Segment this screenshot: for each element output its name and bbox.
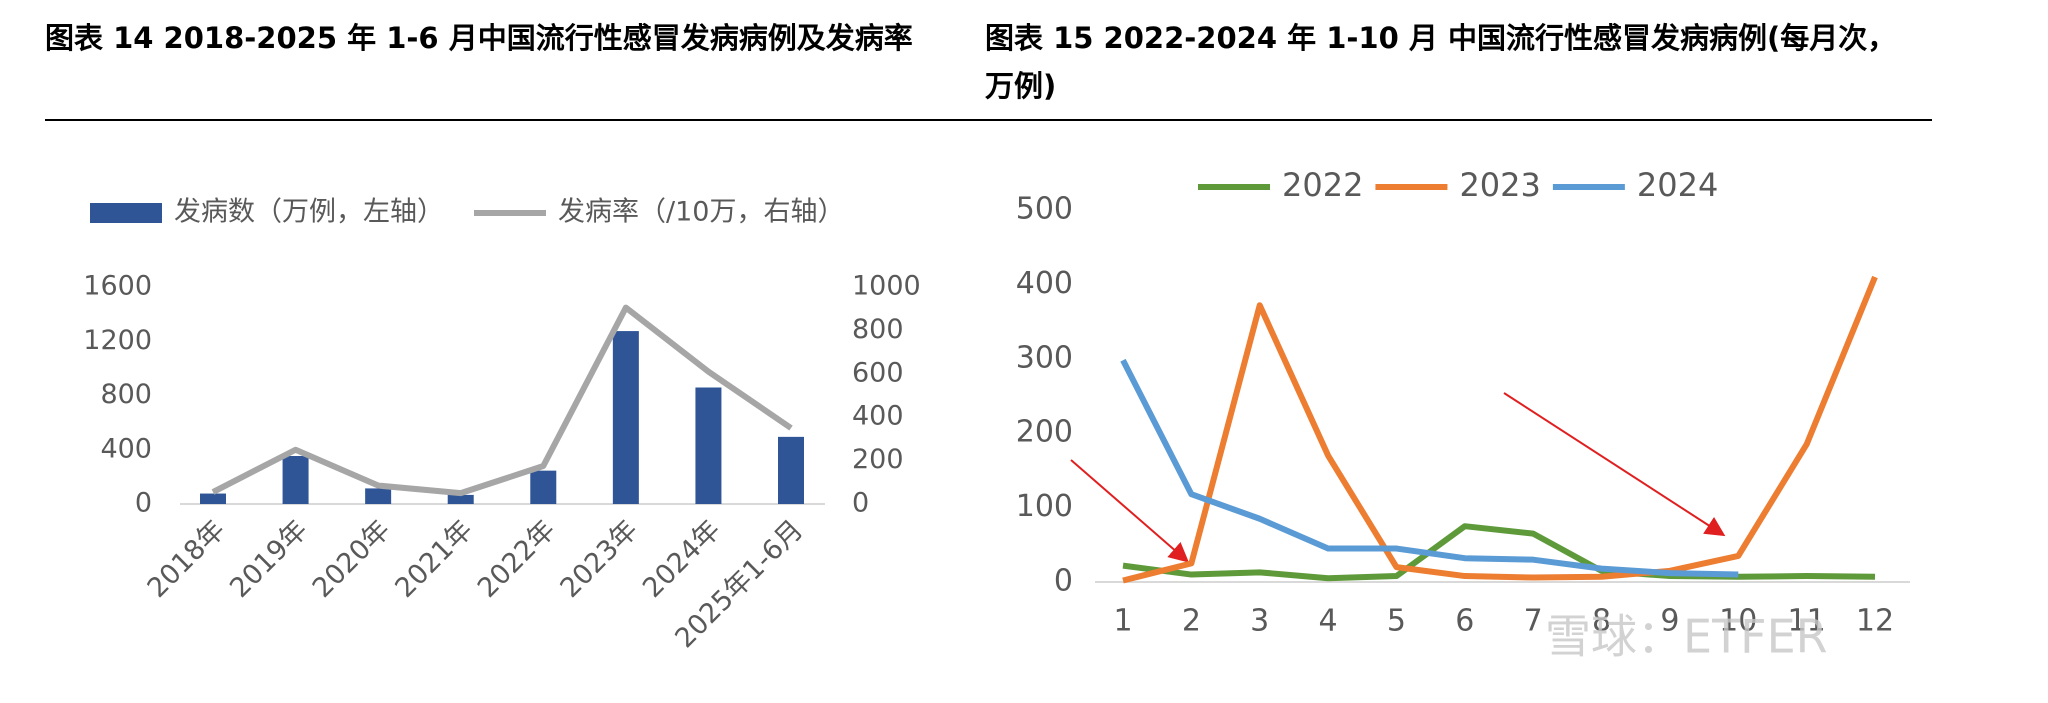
y2-tick-label: 1000	[852, 271, 921, 302]
x-tick-label: 2019年	[224, 514, 314, 604]
bar	[282, 455, 309, 504]
y-tick-label: 400	[100, 433, 152, 464]
y-tick-label: 800	[100, 379, 152, 410]
y2-tick-label: 800	[852, 314, 904, 345]
y-tick-label: 100	[1016, 489, 1073, 524]
bar	[778, 436, 804, 504]
x-tick-label: 2020年	[307, 514, 397, 604]
y-tick-label: 0	[135, 488, 152, 519]
annotation-arrow	[1503, 392, 1726, 537]
legend-label: 2024	[1637, 166, 1718, 204]
x-tick-label: 2	[1182, 604, 1201, 639]
chart-title: 图表 14 2018-2025 年 1-6 月中国流行性感冒发病病例及发病率	[45, 21, 913, 55]
x-tick-label: 4	[1319, 604, 1338, 639]
x-tick-label: 2021年	[389, 514, 479, 604]
bar	[200, 493, 226, 504]
y-tick-label: 200	[1016, 415, 1073, 450]
x-tick-label: 9	[1660, 604, 1679, 639]
x-tick-label: 1	[1113, 604, 1132, 639]
x-tick-label: 2018年	[142, 514, 232, 604]
y2-tick-label: 600	[852, 357, 904, 388]
y2-tick-label: 400	[852, 401, 904, 432]
y-tick-label: 500	[1016, 192, 1073, 227]
watermark: 雪球：ETFER	[1545, 610, 1828, 664]
legend-swatch	[90, 203, 162, 223]
bar	[612, 331, 639, 504]
x-tick-label: 6	[1455, 604, 1474, 639]
y-tick-label: 1200	[83, 325, 152, 356]
line-series	[211, 304, 793, 497]
chart-title: 图表 15 2022-2024 年 1-10 月 中国流行性感冒发病病例(每月次…	[985, 21, 1896, 103]
x-tick-label: 8	[1592, 604, 1611, 639]
x-tick-label: 5	[1387, 604, 1406, 639]
x-tick-label: 3	[1250, 604, 1269, 639]
y-tick-label: 400	[1016, 266, 1073, 301]
x-tick-label: 2022年	[472, 514, 562, 604]
bar	[365, 488, 392, 504]
x-tick-label: 11	[1788, 604, 1826, 639]
bar	[695, 387, 722, 504]
line-series	[1122, 523, 1876, 582]
x-tick-label: 12	[1856, 604, 1894, 639]
y2-tick-label: 0	[852, 488, 869, 519]
legend-label: 2022	[1282, 166, 1363, 204]
line-series	[1122, 275, 1878, 584]
legend-label: 发病率（/10万，右轴）	[558, 197, 844, 228]
bar	[447, 494, 474, 504]
annotation-arrow	[1070, 459, 1190, 563]
line-series	[1120, 358, 1739, 578]
y-tick-label: 1600	[83, 271, 152, 302]
x-tick-label: 7	[1524, 604, 1543, 639]
x-tick-label: 10	[1719, 604, 1757, 639]
legend-label: 2023	[1459, 166, 1540, 204]
bar	[530, 470, 557, 504]
y-tick-label: 300	[1016, 340, 1073, 375]
y-tick-label: 0	[1054, 564, 1073, 599]
legend-label: 发病数（万例，左轴）	[174, 197, 444, 228]
y2-tick-label: 200	[852, 444, 904, 475]
x-tick-label: 2023年	[555, 514, 645, 604]
